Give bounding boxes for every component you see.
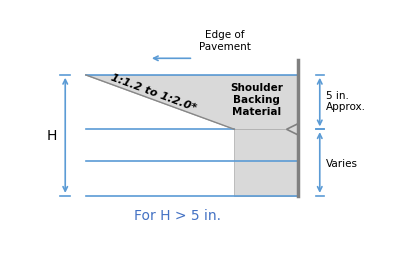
Text: Shoulder
Backing
Material: Shoulder Backing Material [230, 83, 283, 116]
Polygon shape [234, 130, 297, 196]
Text: For H > 5 in.: For H > 5 in. [134, 209, 221, 223]
Text: 1:1.2 to 1:2.0*: 1:1.2 to 1:2.0* [109, 72, 198, 113]
Text: Edge of
Pavement: Edge of Pavement [199, 30, 251, 52]
Text: H: H [47, 129, 57, 143]
Text: 5 in.
Approx.: 5 in. Approx. [326, 90, 366, 112]
Polygon shape [286, 124, 297, 135]
Polygon shape [86, 76, 297, 130]
Text: Varies: Varies [326, 158, 358, 168]
